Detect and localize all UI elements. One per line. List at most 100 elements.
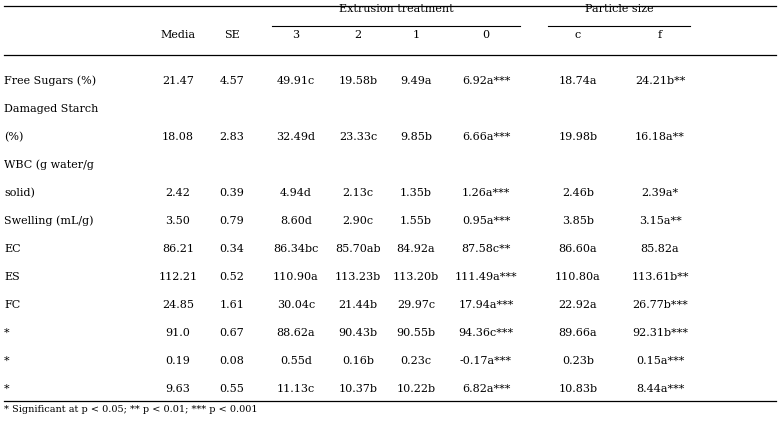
Text: 87.58c**: 87.58c**	[461, 244, 511, 254]
Text: 85.70ab: 85.70ab	[335, 244, 381, 254]
Text: 0.79: 0.79	[220, 216, 244, 226]
Text: *: *	[4, 328, 9, 338]
Text: 0.08: 0.08	[219, 356, 244, 366]
Text: 85.82a: 85.82a	[640, 244, 679, 254]
Text: 9.63: 9.63	[165, 384, 190, 394]
Text: 24.85: 24.85	[162, 300, 194, 310]
Text: *: *	[4, 356, 9, 366]
Text: 89.66a: 89.66a	[558, 328, 597, 338]
Text: Damaged Starch: Damaged Starch	[4, 104, 98, 114]
Text: 30.04c: 30.04c	[277, 300, 315, 310]
Text: 94.36c***: 94.36c***	[459, 328, 513, 338]
Text: 2.42: 2.42	[165, 188, 190, 198]
Text: 92.31b***: 92.31b***	[632, 328, 688, 338]
Text: 88.62a: 88.62a	[277, 328, 315, 338]
Text: 86.21: 86.21	[162, 244, 194, 254]
Text: 49.91c: 49.91c	[277, 76, 315, 86]
Text: 0.23c: 0.23c	[400, 356, 431, 366]
Text: 8.60d: 8.60d	[280, 216, 312, 226]
Text: 3.50: 3.50	[165, 216, 190, 226]
Text: c: c	[575, 30, 581, 40]
Text: 3.85b: 3.85b	[562, 216, 594, 226]
Text: 4.94d: 4.94d	[280, 188, 312, 198]
Text: 0.34: 0.34	[219, 244, 244, 254]
Text: WBC (g water/g: WBC (g water/g	[4, 160, 94, 170]
Text: Swelling (mL/g): Swelling (mL/g)	[4, 216, 94, 226]
Text: ES: ES	[4, 272, 20, 282]
Text: Media: Media	[161, 30, 196, 40]
Text: 2: 2	[354, 30, 362, 40]
Text: 17.94a***: 17.94a***	[459, 300, 514, 310]
Text: 2.46b: 2.46b	[562, 188, 594, 198]
Text: 23.33c: 23.33c	[339, 132, 377, 142]
Text: 0: 0	[483, 30, 490, 40]
Text: 18.08: 18.08	[162, 132, 194, 142]
Text: -0.17a***: -0.17a***	[460, 356, 512, 366]
Text: 1: 1	[413, 30, 420, 40]
Text: 22.92a: 22.92a	[558, 300, 597, 310]
Text: 6.66a***: 6.66a***	[462, 132, 510, 142]
Text: 0.55: 0.55	[219, 384, 244, 394]
Text: 10.37b: 10.37b	[339, 384, 378, 394]
Text: 113.23b: 113.23b	[335, 272, 381, 282]
Text: Particle size: Particle size	[585, 4, 654, 14]
Text: *: *	[4, 384, 9, 394]
Text: 90.43b: 90.43b	[339, 328, 378, 338]
Text: 10.22b: 10.22b	[396, 384, 435, 394]
Text: 3.15a**: 3.15a**	[639, 216, 682, 226]
Text: 0.23b: 0.23b	[562, 356, 594, 366]
Text: 1.35b: 1.35b	[400, 188, 432, 198]
Text: 84.92a: 84.92a	[397, 244, 435, 254]
Text: 0.55d: 0.55d	[280, 356, 312, 366]
Text: 112.21: 112.21	[158, 272, 197, 282]
Text: EC: EC	[4, 244, 20, 254]
Text: 0.52: 0.52	[219, 272, 244, 282]
Text: 113.61b**: 113.61b**	[631, 272, 689, 282]
Text: 2.13c: 2.13c	[342, 188, 374, 198]
Text: 11.13c: 11.13c	[277, 384, 315, 394]
Text: 91.0: 91.0	[165, 328, 190, 338]
Text: f: f	[658, 30, 662, 40]
Text: * Significant at p < 0.05; ** p < 0.01; *** p < 0.001: * Significant at p < 0.05; ** p < 0.01; …	[4, 405, 257, 414]
Text: 16.18a**: 16.18a**	[635, 132, 685, 142]
Text: SE: SE	[224, 30, 240, 40]
Text: 1.55b: 1.55b	[400, 216, 432, 226]
Text: (%): (%)	[4, 132, 23, 142]
Text: 110.80a: 110.80a	[555, 272, 601, 282]
Text: 0.39: 0.39	[219, 188, 244, 198]
Text: 0.67: 0.67	[220, 328, 244, 338]
Text: 90.55b: 90.55b	[396, 328, 435, 338]
Text: 9.49a: 9.49a	[400, 76, 432, 86]
Text: 0.95a***: 0.95a***	[462, 216, 510, 226]
Text: 2.90c: 2.90c	[342, 216, 374, 226]
Text: 18.74a: 18.74a	[558, 76, 597, 86]
Text: 111.49a***: 111.49a***	[455, 272, 517, 282]
Text: 0.19: 0.19	[165, 356, 190, 366]
Text: 3: 3	[292, 30, 300, 40]
Text: 10.83b: 10.83b	[558, 384, 597, 394]
Text: 26.77b***: 26.77b***	[632, 300, 688, 310]
Text: 0.16b: 0.16b	[342, 356, 374, 366]
Text: FC: FC	[4, 300, 20, 310]
Text: 113.20b: 113.20b	[393, 272, 439, 282]
Text: 1.26a***: 1.26a***	[462, 188, 510, 198]
Text: 21.47: 21.47	[162, 76, 194, 86]
Text: 6.82a***: 6.82a***	[462, 384, 510, 394]
Text: 29.97c: 29.97c	[397, 300, 435, 310]
Text: 6.92a***: 6.92a***	[462, 76, 510, 86]
Text: 86.60a: 86.60a	[558, 244, 597, 254]
Text: 2.83: 2.83	[219, 132, 244, 142]
Text: 19.58b: 19.58b	[339, 76, 378, 86]
Text: 8.44a***: 8.44a***	[636, 384, 684, 394]
Text: 21.44b: 21.44b	[339, 300, 378, 310]
Text: 4.57: 4.57	[220, 76, 244, 86]
Text: Extrusion treatment: Extrusion treatment	[339, 4, 453, 14]
Text: 1.61: 1.61	[219, 300, 244, 310]
Text: 86.34bc: 86.34bc	[273, 244, 319, 254]
Text: 32.49d: 32.49d	[276, 132, 315, 142]
Text: 19.98b: 19.98b	[558, 132, 597, 142]
Text: 110.90a: 110.90a	[273, 272, 319, 282]
Text: 2.39a*: 2.39a*	[641, 188, 679, 198]
Text: Free Sugars (%): Free Sugars (%)	[4, 76, 96, 86]
Text: 0.15a***: 0.15a***	[636, 356, 684, 366]
